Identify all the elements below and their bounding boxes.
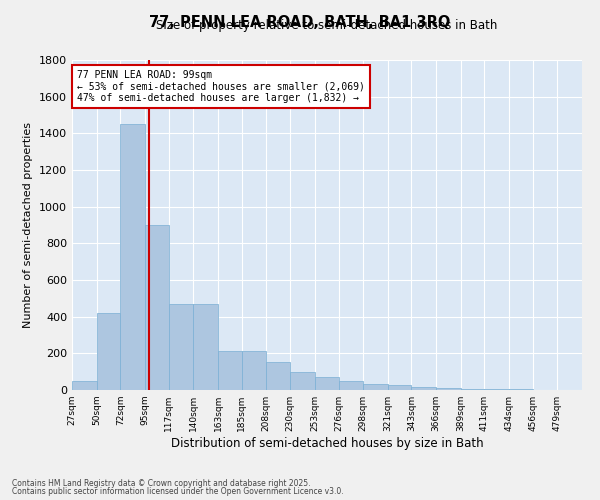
- Bar: [388, 386, 411, 390]
- Bar: [340, 381, 363, 390]
- Text: 77, PENN LEA ROAD, BATH, BA1 3RQ: 77, PENN LEA ROAD, BATH, BA1 3RQ: [149, 15, 451, 30]
- Bar: [484, 389, 509, 390]
- Bar: [72, 381, 97, 390]
- Bar: [169, 304, 193, 390]
- Bar: [218, 350, 242, 390]
- Y-axis label: Number of semi-detached properties: Number of semi-detached properties: [23, 122, 34, 328]
- Bar: [461, 389, 484, 390]
- Bar: [314, 377, 340, 390]
- Bar: [436, 388, 461, 390]
- Text: Contains HM Land Registry data © Crown copyright and database right 2025.: Contains HM Land Registry data © Crown c…: [12, 478, 311, 488]
- Bar: [145, 225, 169, 390]
- Bar: [290, 372, 314, 390]
- Bar: [193, 304, 218, 390]
- Title: Size of property relative to semi-detached houses in Bath: Size of property relative to semi-detach…: [157, 20, 497, 32]
- Bar: [411, 386, 436, 390]
- Bar: [121, 124, 145, 390]
- Bar: [266, 362, 290, 390]
- Text: Contains public sector information licensed under the Open Government Licence v3: Contains public sector information licen…: [12, 487, 344, 496]
- Text: 77 PENN LEA ROAD: 99sqm
← 53% of semi-detached houses are smaller (2,069)
47% of: 77 PENN LEA ROAD: 99sqm ← 53% of semi-de…: [77, 70, 365, 103]
- Bar: [363, 384, 388, 390]
- Bar: [242, 350, 266, 390]
- Bar: [97, 313, 121, 390]
- X-axis label: Distribution of semi-detached houses by size in Bath: Distribution of semi-detached houses by …: [170, 437, 484, 450]
